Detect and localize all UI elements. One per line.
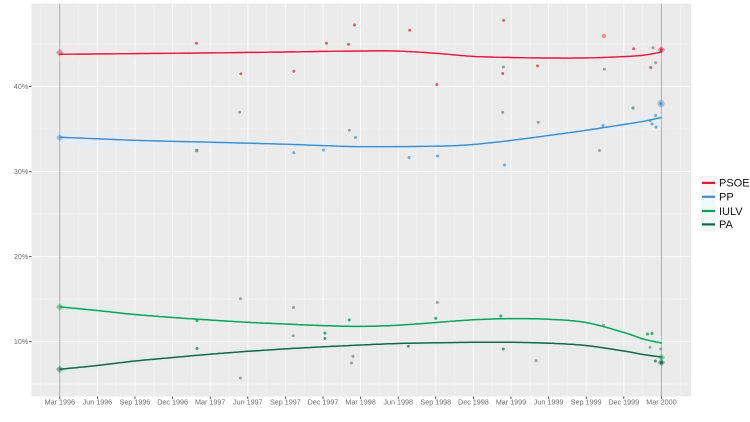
svg-text:Dec 1996: Dec 1996 bbox=[157, 398, 188, 407]
svg-text:Dec 1997: Dec 1997 bbox=[308, 398, 339, 407]
svg-text:40%: 40% bbox=[14, 82, 29, 91]
svg-text:Dec 1999: Dec 1999 bbox=[608, 398, 639, 407]
svg-text:IULV: IULV bbox=[719, 206, 743, 218]
svg-text:Mar 1998: Mar 1998 bbox=[345, 398, 375, 407]
svg-text:Jun 1996: Jun 1996 bbox=[83, 398, 113, 407]
svg-text:PSOE: PSOE bbox=[719, 178, 750, 190]
svg-text:Mar 1997: Mar 1997 bbox=[195, 398, 225, 407]
svg-text:Mar 1999: Mar 1999 bbox=[496, 398, 526, 407]
svg-text:Sep 1998: Sep 1998 bbox=[420, 398, 451, 407]
svg-text:Sep 1996: Sep 1996 bbox=[120, 398, 151, 407]
svg-text:30%: 30% bbox=[14, 167, 29, 176]
svg-text:Dec 1998: Dec 1998 bbox=[458, 398, 489, 407]
svg-text:10%: 10% bbox=[14, 337, 29, 346]
svg-text:Sep 1997: Sep 1997 bbox=[270, 398, 301, 407]
svg-text:PP: PP bbox=[719, 192, 734, 204]
svg-text:Mar 1996: Mar 1996 bbox=[45, 398, 75, 407]
svg-text:Jun 1997: Jun 1997 bbox=[233, 398, 263, 407]
svg-text:Mar 2000: Mar 2000 bbox=[646, 398, 676, 407]
svg-text:Jun 1999: Jun 1999 bbox=[534, 398, 564, 407]
svg-text:PA: PA bbox=[719, 219, 734, 231]
svg-text:20%: 20% bbox=[14, 252, 29, 261]
svg-text:Jun 1998: Jun 1998 bbox=[383, 398, 413, 407]
svg-text:Sep 1999: Sep 1999 bbox=[571, 398, 602, 407]
